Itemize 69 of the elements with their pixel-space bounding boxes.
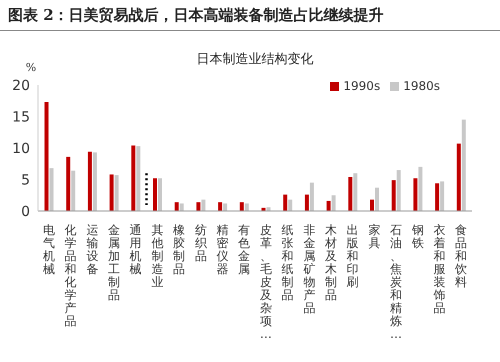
bar: [114, 175, 119, 211]
bar: [435, 183, 440, 211]
bar: [44, 102, 49, 211]
bar: [240, 202, 244, 211]
y-tick-label: 15: [12, 109, 30, 126]
bar: [180, 203, 184, 211]
bar: [462, 120, 466, 211]
bar: [153, 178, 158, 211]
bar: [304, 194, 309, 211]
bar: [418, 166, 422, 211]
bar: [348, 176, 352, 211]
bar: [174, 202, 179, 211]
x-tick-label: 其他制造业: [151, 223, 164, 289]
bar: [396, 170, 401, 211]
bar: [66, 156, 70, 211]
bar: [375, 188, 380, 211]
bar: [456, 144, 461, 211]
bar: [440, 181, 444, 211]
x-tick-label: 出版和印刷: [346, 223, 359, 289]
y-tick-label: 20: [12, 78, 30, 94]
y-tick-label: 0: [21, 204, 30, 220]
x-tick-label: 木材及木制品: [324, 223, 337, 302]
x-tick-label: 精密仪器: [216, 223, 228, 276]
x-tick-label: 运输设备: [86, 223, 98, 276]
bar: [326, 200, 331, 211]
bar: [283, 194, 288, 211]
category-label: 石油、焦炭和精炼…: [390, 223, 402, 341]
legend-label: 1990s: [343, 79, 380, 93]
bar: [266, 207, 271, 211]
x-tick-label: 纸张和纸制品: [282, 223, 294, 302]
bar: [50, 168, 54, 211]
bar: [136, 146, 140, 211]
category-label: 皮革、毛皮及杂项…: [260, 223, 272, 341]
x-tick-label: 非金属矿物产品: [302, 223, 316, 315]
bar: [353, 173, 358, 211]
x-tick-label: 衣着和服装饰品: [432, 223, 446, 315]
x-tick-label: 电气机械: [42, 223, 55, 276]
bar: [218, 202, 222, 211]
x-tick-label: 纺织品: [194, 223, 207, 263]
bar: [288, 200, 292, 211]
x-tick-label: 有色金属: [238, 223, 250, 276]
bar: [370, 200, 374, 211]
y-axis-title: %: [26, 61, 36, 74]
bar: [110, 174, 114, 211]
x-tick-label: 钢铁: [410, 223, 424, 250]
x-tick-label: 通用机械: [130, 223, 142, 276]
chart-title: 图表 2：日美贸易战后，日本高端装备制造占比继续提升: [0, 0, 500, 31]
x-tick-label: 食品和饮料: [454, 223, 468, 289]
bar: [413, 178, 418, 211]
bar: [310, 182, 314, 211]
bar: [223, 203, 228, 211]
y-tick-label: 5: [21, 172, 30, 188]
bar: [392, 180, 396, 211]
bar: [88, 152, 92, 211]
x-tick-label: 化学品和化学产品: [64, 223, 77, 328]
chart-subtitle: 日本制造业结构变化: [196, 51, 314, 68]
x-tick-label: 家具: [368, 223, 380, 250]
bar: [158, 178, 162, 211]
legend-label: 1980s: [403, 79, 440, 93]
bar: [196, 202, 200, 211]
x-tick-label: 橡胶制品: [173, 223, 186, 276]
y-tick-label: 10: [12, 140, 30, 157]
bar: [131, 145, 136, 211]
bar: [244, 203, 249, 211]
x-tick-label: 金属加工制品: [108, 223, 120, 302]
bar: [332, 195, 336, 211]
bar: [201, 200, 206, 211]
bar: [71, 170, 76, 211]
bar: [92, 152, 97, 211]
